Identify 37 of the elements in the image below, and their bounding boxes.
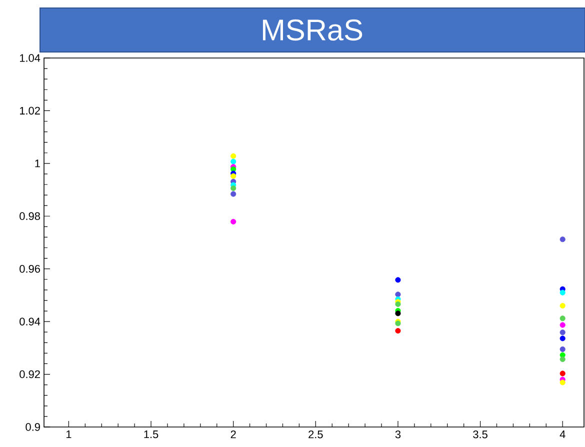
point bbox=[395, 277, 401, 283]
point bbox=[560, 316, 566, 322]
chart-title: MSRaS bbox=[262, 19, 362, 41]
y-tick-label: 0.98 bbox=[20, 212, 40, 220]
point bbox=[560, 290, 566, 296]
y-tick-label: 0.96 bbox=[20, 264, 40, 273]
point bbox=[395, 292, 401, 298]
point bbox=[560, 236, 566, 242]
y-tick-label: 0.92 bbox=[20, 370, 40, 378]
y-tick-label: 1 bbox=[35, 160, 40, 168]
point bbox=[230, 218, 236, 224]
point bbox=[560, 336, 566, 342]
point bbox=[560, 330, 566, 336]
x-tick-label: 1 bbox=[66, 430, 72, 438]
y-tick-label: 1.02 bbox=[20, 106, 40, 115]
point bbox=[560, 346, 566, 352]
y-tick-label: 1.04 bbox=[20, 54, 40, 62]
point bbox=[230, 185, 236, 191]
y-tick-label: 0.94 bbox=[20, 318, 40, 326]
point bbox=[395, 310, 401, 316]
x-tick-label: 1.5 bbox=[144, 430, 158, 438]
point bbox=[230, 173, 236, 179]
point bbox=[230, 158, 236, 164]
point bbox=[560, 322, 566, 328]
x-tick-label: 2.5 bbox=[308, 430, 323, 438]
point bbox=[560, 356, 566, 362]
x-tick-label: 4 bbox=[560, 430, 566, 438]
y-tick-label: 0.9 bbox=[26, 423, 40, 431]
x-tick-label: 3 bbox=[395, 430, 401, 438]
point bbox=[230, 153, 236, 159]
point bbox=[560, 380, 566, 386]
point bbox=[560, 302, 566, 309]
x-tick-label: 2 bbox=[230, 430, 236, 438]
x-tick-label: 3.5 bbox=[473, 430, 488, 438]
point bbox=[560, 370, 566, 376]
point bbox=[230, 191, 236, 197]
point bbox=[395, 328, 401, 334]
